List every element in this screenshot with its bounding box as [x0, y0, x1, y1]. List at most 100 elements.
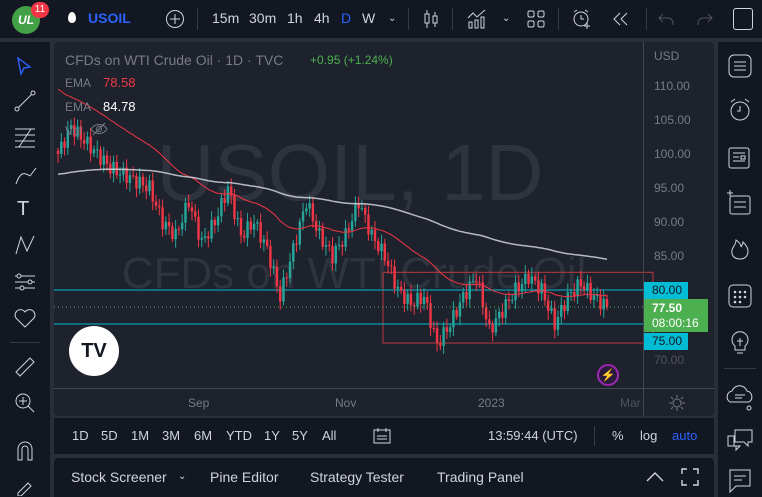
symbol-search-button[interactable]: USOIL	[88, 10, 131, 26]
layout-grid-icon[interactable]	[527, 10, 545, 28]
interval-d[interactable]: D	[341, 10, 352, 26]
price-axis[interactable]: USD 110.00 105.00 100.00 95.00 90.00 85.00 70.…	[643, 42, 714, 388]
candle-body	[252, 223, 256, 230]
indicators-icon[interactable]	[466, 9, 488, 29]
chats-icon[interactable]	[726, 426, 754, 454]
ema2-value: 84.78	[103, 99, 136, 114]
undo-icon[interactable]	[658, 11, 674, 27]
replay-icon[interactable]	[612, 11, 630, 27]
range-1y[interactable]: 1Y	[264, 428, 280, 443]
chart-pane[interactable]: USOIL, 1D CFDs on WTI Crude Oil CFDs on W…	[54, 42, 714, 416]
candle-body	[527, 273, 530, 284]
flame-icon[interactable]	[729, 234, 751, 260]
candle-body	[184, 202, 187, 223]
candle-body	[177, 228, 181, 230]
watchlist-icon[interactable]	[728, 54, 752, 78]
candle-body	[452, 309, 455, 328]
tradingview-logo[interactable]: TV	[69, 326, 119, 376]
lightbulb-icon[interactable]	[730, 328, 750, 356]
add-notes-icon[interactable]	[726, 190, 752, 216]
range-1d[interactable]: 1D	[72, 428, 89, 443]
candle-body	[194, 211, 197, 217]
log-toggle[interactable]: log	[640, 428, 658, 443]
candles-icon[interactable]	[422, 9, 440, 29]
interval-30m[interactable]: 30m	[249, 10, 277, 26]
chevron-down-icon[interactable]: ⌄	[388, 13, 397, 24]
messages-icon[interactable]	[728, 468, 754, 497]
candle-body	[569, 292, 573, 294]
trend-line-icon[interactable]	[14, 90, 36, 112]
cursor-icon[interactable]	[15, 56, 33, 76]
candle-body	[99, 149, 102, 165]
eye-hidden-icon[interactable]	[90, 122, 108, 136]
clock-timezone[interactable]: 13:59:44 (UTC)	[488, 428, 578, 443]
candle-body	[582, 286, 586, 290]
lightning-icon[interactable]: ⚡	[597, 364, 619, 386]
calendar-icon[interactable]	[728, 282, 752, 308]
candle-body	[341, 244, 344, 247]
ideas-cloud-icon[interactable]	[724, 382, 756, 412]
alert-clock-icon[interactable]	[571, 8, 593, 30]
fullscreen-square-icon[interactable]	[733, 8, 753, 30]
range-3m[interactable]: 3M	[162, 428, 181, 443]
currency-selector[interactable]: USD	[654, 49, 680, 63]
compare-add-icon[interactable]	[165, 9, 185, 29]
candle-body	[399, 286, 403, 291]
interval-15m[interactable]: 15m	[212, 10, 240, 26]
range-5y[interactable]: 5Y	[292, 428, 308, 443]
candle-body	[79, 126, 83, 140]
fib-retracement-icon[interactable]	[14, 126, 36, 148]
pattern-icon[interactable]	[14, 234, 36, 256]
candle-body	[579, 279, 583, 287]
candle-body	[122, 167, 125, 175]
brush-icon[interactable]	[14, 164, 38, 186]
notification-badge: 11	[31, 2, 49, 18]
vol-label: Vol	[65, 124, 82, 138]
chevron-down-icon[interactable]: ⌄	[178, 471, 187, 482]
interval-4h[interactable]: 4h	[314, 10, 330, 26]
ruler-icon[interactable]	[14, 356, 36, 378]
interval-w[interactable]: W	[362, 10, 376, 26]
candle-body	[445, 327, 449, 332]
chevron-up-icon[interactable]	[645, 471, 665, 483]
candle-body	[497, 311, 501, 319]
tab-pine-editor[interactable]: Pine Editor	[210, 469, 279, 485]
range-ytd[interactable]: YTD	[226, 428, 252, 443]
candle-body	[524, 273, 527, 285]
magnet-icon[interactable]	[15, 440, 35, 462]
zoom-in-icon[interactable]	[14, 392, 36, 414]
auto-toggle[interactable]: auto	[672, 428, 698, 443]
maximize-icon[interactable]	[681, 468, 699, 486]
tab-trading-panel[interactable]: Trading Panel	[437, 469, 524, 485]
range-1m[interactable]: 1M	[131, 428, 150, 443]
heart-icon[interactable]	[13, 307, 37, 329]
chevron-down-icon[interactable]: ⌄	[502, 13, 511, 24]
candle-body	[563, 305, 566, 312]
interval-1h[interactable]: 1h	[287, 10, 303, 26]
tab-strategy-tester[interactable]: Strategy Tester	[310, 469, 404, 485]
settings-sun-icon[interactable]	[669, 395, 685, 411]
tab-stock-screener[interactable]: Stock Screener	[71, 469, 167, 485]
candle-body	[161, 207, 164, 230]
candle-body	[426, 296, 429, 304]
time-label: Sep	[188, 396, 210, 410]
text-tool-icon[interactable]: T	[17, 198, 30, 220]
time-axis[interactable]: Sep Nov 2023 Mar	[54, 388, 714, 416]
redo-icon[interactable]	[697, 11, 713, 27]
range-6m[interactable]: 6M	[194, 428, 213, 443]
calendar-goto-icon[interactable]	[373, 427, 391, 445]
range-all[interactable]: All	[322, 428, 337, 443]
range-5d[interactable]: 5D	[101, 428, 118, 443]
candle-body	[481, 282, 485, 308]
candle-body	[324, 245, 328, 247]
lock-pencil-icon[interactable]	[15, 476, 35, 496]
news-icon[interactable]	[728, 146, 752, 170]
percent-toggle[interactable]: %	[612, 428, 624, 443]
prediction-icon[interactable]	[13, 272, 37, 292]
candle-body	[511, 300, 514, 302]
alarm-clock-icon[interactable]	[728, 97, 752, 123]
candle-body	[471, 280, 475, 282]
candle-body	[311, 203, 315, 222]
price-tick: 70.00	[654, 353, 685, 367]
